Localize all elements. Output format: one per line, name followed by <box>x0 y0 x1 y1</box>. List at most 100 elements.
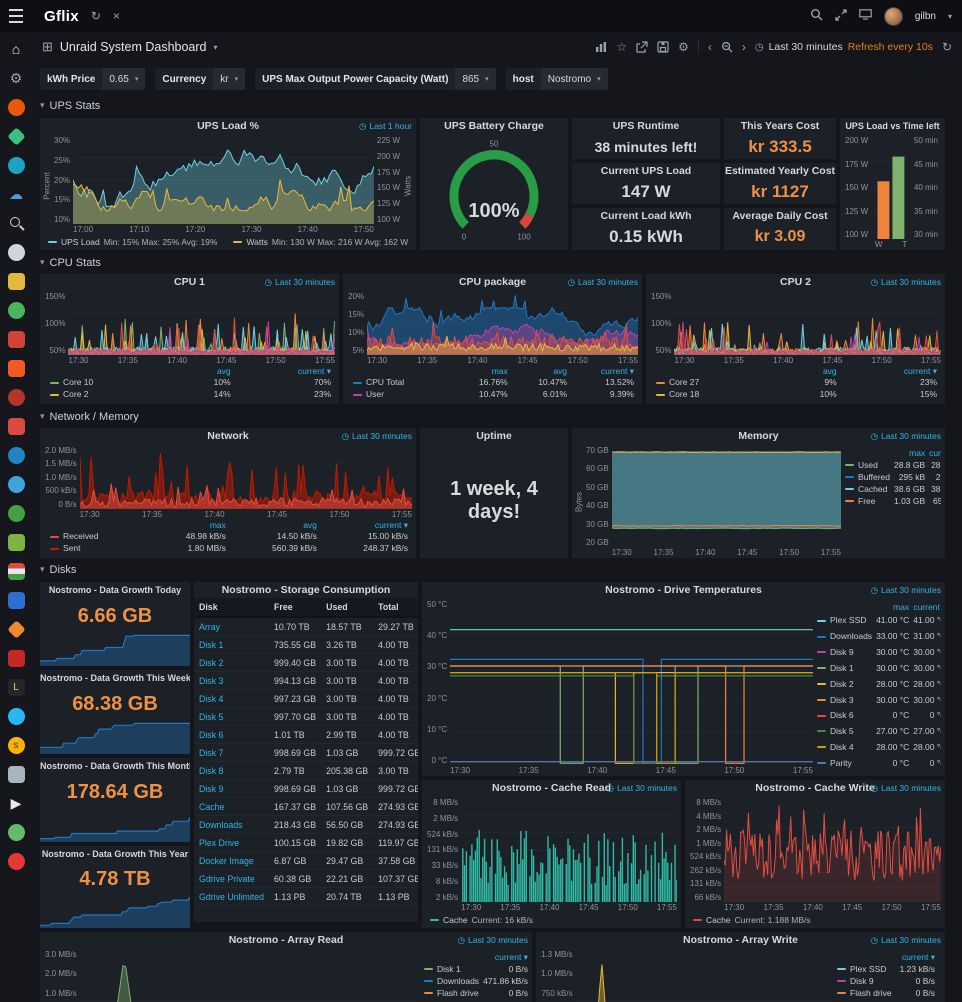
legend-sort-current[interactable]: current ▾ <box>374 519 408 530</box>
disk-link[interactable]: Cache <box>194 797 270 816</box>
sidebar-plugin-bot-icon[interactable] <box>7 243 25 261</box>
time-back-icon[interactable]: ‹ <box>707 40 712 54</box>
column-header-free[interactable]: Free <box>269 598 322 618</box>
panel-title[interactable]: Average Daily Cost <box>732 210 828 222</box>
disk-link[interactable]: Disk 8 <box>194 761 270 780</box>
row-toggle-cpu-stats[interactable]: ▾ CPU Stats <box>40 256 101 269</box>
panel-title[interactable]: This Years Cost <box>740 120 820 132</box>
sidebar-plugin-cloud-icon[interactable]: ☁ <box>7 185 25 203</box>
panel-title[interactable]: Memory ◷ Last 30 minutes <box>738 428 941 444</box>
legend-series[interactable]: Core 27 <box>654 377 782 389</box>
row-toggle-disks[interactable]: ▾ Disks <box>40 563 77 576</box>
disk-link[interactable]: Disk 6 <box>194 725 270 744</box>
legend-sort-current[interactable]: current ▾ <box>297 365 331 376</box>
panel-title[interactable]: CPU package ◷ Last 30 minutes <box>458 274 638 290</box>
panel-title[interactable]: Nostromo - Data Growth This Year <box>41 849 189 859</box>
cache-write-chart[interactable] <box>724 798 941 902</box>
memory-chart[interactable] <box>611 446 841 547</box>
panel-timerange[interactable]: ◷ Last 30 minutes <box>568 274 638 290</box>
variable-dropdown[interactable]: 0.65 <box>102 68 146 90</box>
legend-sort-current[interactable]: current ▾ <box>929 448 941 458</box>
legend-series[interactable]: Disk 1 <box>815 661 874 677</box>
legend-series[interactable]: Core 18 <box>654 389 782 401</box>
legend-series[interactable]: Watts Min: 130 W Max: 216 W Avg: 162 W <box>233 237 408 247</box>
panel-title[interactable]: Uptime <box>476 430 512 442</box>
disk-link[interactable]: Disk 3 <box>194 671 270 690</box>
zoom-out-icon[interactable] <box>721 41 733 53</box>
search-icon[interactable] <box>810 8 823 24</box>
legend-series[interactable]: Disk 1 <box>422 963 481 975</box>
panel-title[interactable]: Current Load kWh <box>600 210 692 222</box>
cpu1-chart[interactable] <box>68 292 335 355</box>
sidebar-plugin-eye-icon[interactable] <box>7 446 25 464</box>
legend-sort-avg[interactable]: avg <box>216 365 231 376</box>
column-header-disk[interactable]: Disk <box>194 598 270 618</box>
settings-icon[interactable]: ⚙ <box>678 40 689 54</box>
legend-series[interactable]: Core 2 <box>48 389 176 401</box>
panel-timerange[interactable]: ◷ Last 30 minutes <box>871 932 941 948</box>
sidebar-plugin-stripes-icon[interactable] <box>7 562 25 580</box>
legend-series[interactable]: Cache Current: 16 kB/s <box>430 915 533 925</box>
legend-series[interactable]: User <box>351 389 450 401</box>
disk-link[interactable]: Array <box>194 617 270 636</box>
sidebar-plugin-leaf-icon[interactable] <box>7 533 25 551</box>
legend-series[interactable]: Core 10 <box>48 377 176 389</box>
legend-sort-max[interactable]: max <box>909 448 926 458</box>
panel-title[interactable]: UPS Battery Charge <box>444 120 544 132</box>
drive-temperatures-chart[interactable] <box>450 600 813 765</box>
sidebar-plugin-forest-icon[interactable] <box>7 823 25 841</box>
panel-title[interactable]: Network ◷ Last 30 minutes <box>207 430 412 442</box>
panel-title[interactable]: CPU 1 ◷ Last 30 minutes <box>174 276 335 288</box>
sidebar-plugin-crimson-icon[interactable] <box>7 417 25 435</box>
sidebar-home-icon[interactable]: ⌂ <box>7 40 25 58</box>
sidebar-plugin-green-circle-icon[interactable] <box>7 301 25 319</box>
panel-timerange[interactable]: ◷ Last 30 minutes <box>871 274 941 290</box>
legend-series[interactable]: Disk 2 <box>815 676 874 692</box>
legend-series[interactable]: Plex SSD <box>835 963 896 975</box>
legend-sort-current[interactable]: current ▾ <box>901 952 935 962</box>
avatar[interactable] <box>883 6 903 26</box>
array-read-chart[interactable] <box>79 950 420 1002</box>
sidebar-plugin-blue-square-icon[interactable] <box>7 591 25 609</box>
sidebar-plugin-scarlet-icon[interactable] <box>7 852 25 870</box>
column-header-total[interactable]: Total <box>373 598 418 618</box>
panel-title[interactable]: UPS Runtime <box>612 120 680 132</box>
legend-series[interactable]: Parity <box>815 756 874 772</box>
panel-title[interactable]: UPS Load vs Time left <box>845 121 940 131</box>
sidebar-plugin-ruby-icon[interactable] <box>7 649 25 667</box>
panel-timerange[interactable]: ◷ Last 30 minutes <box>871 582 941 598</box>
panel-timerange[interactable]: ◷ Last 30 minutes <box>871 780 941 796</box>
legend-sort-current[interactable]: current ▾ <box>903 365 937 376</box>
sidebar-plugin-lazy-icon[interactable]: L <box>7 678 25 696</box>
panel-timerange[interactable]: ◷ Last 30 minutes <box>871 428 941 444</box>
legend-series[interactable]: CPU Total <box>351 377 450 389</box>
disk-link[interactable]: Disk 5 <box>194 707 270 726</box>
sidebar-plugin-arrow-icon[interactable]: ▶ <box>7 794 25 812</box>
panel-title[interactable]: UPS Load % ◷ Last 1 hour <box>197 120 412 132</box>
panel-title[interactable]: Nostromo - Drive Temperatures ◷ Last 30 m… <box>605 582 941 598</box>
sidebar-plugin-amber-diamond-icon[interactable] <box>6 619 26 639</box>
legend-series[interactable]: Free <box>843 495 892 507</box>
sidebar-plugin-red-square-icon[interactable] <box>7 330 25 348</box>
legend-series[interactable]: Disk 4 <box>815 740 874 756</box>
disk-link[interactable]: Gdrive Private <box>194 869 270 888</box>
disk-link[interactable]: Docker Image <box>194 851 270 870</box>
legend-sort-max[interactable]: max <box>893 602 910 612</box>
legend-series[interactable]: Disk 9 <box>835 975 896 987</box>
variable-dropdown[interactable]: kr <box>213 68 246 90</box>
legend-sort-avg[interactable]: avg <box>553 365 568 376</box>
save-icon[interactable] <box>657 41 669 53</box>
legend-sort-max[interactable]: max <box>491 365 508 376</box>
cpu2-chart[interactable] <box>674 292 941 355</box>
panel-title[interactable]: Current UPS Load <box>600 165 692 177</box>
sidebar-plugin-teal-circle-icon[interactable] <box>7 156 25 174</box>
refresh-dashboard-icon[interactable]: ↻ <box>941 40 952 54</box>
disk-link[interactable]: Disk 7 <box>194 743 270 762</box>
ups-load-chart[interactable] <box>73 136 374 224</box>
username[interactable]: gilbn <box>914 10 936 22</box>
legend-series[interactable]: Used <box>843 459 892 471</box>
panel-title[interactable]: Nostromo - Data Growth This Month <box>40 761 190 771</box>
sidebar-plugin-drop-icon[interactable] <box>7 475 25 493</box>
panel-title[interactable]: Nostromo - Array Read ◷ Last 30 minutes <box>228 934 528 946</box>
sidebar-search-icon[interactable] <box>7 214 25 232</box>
